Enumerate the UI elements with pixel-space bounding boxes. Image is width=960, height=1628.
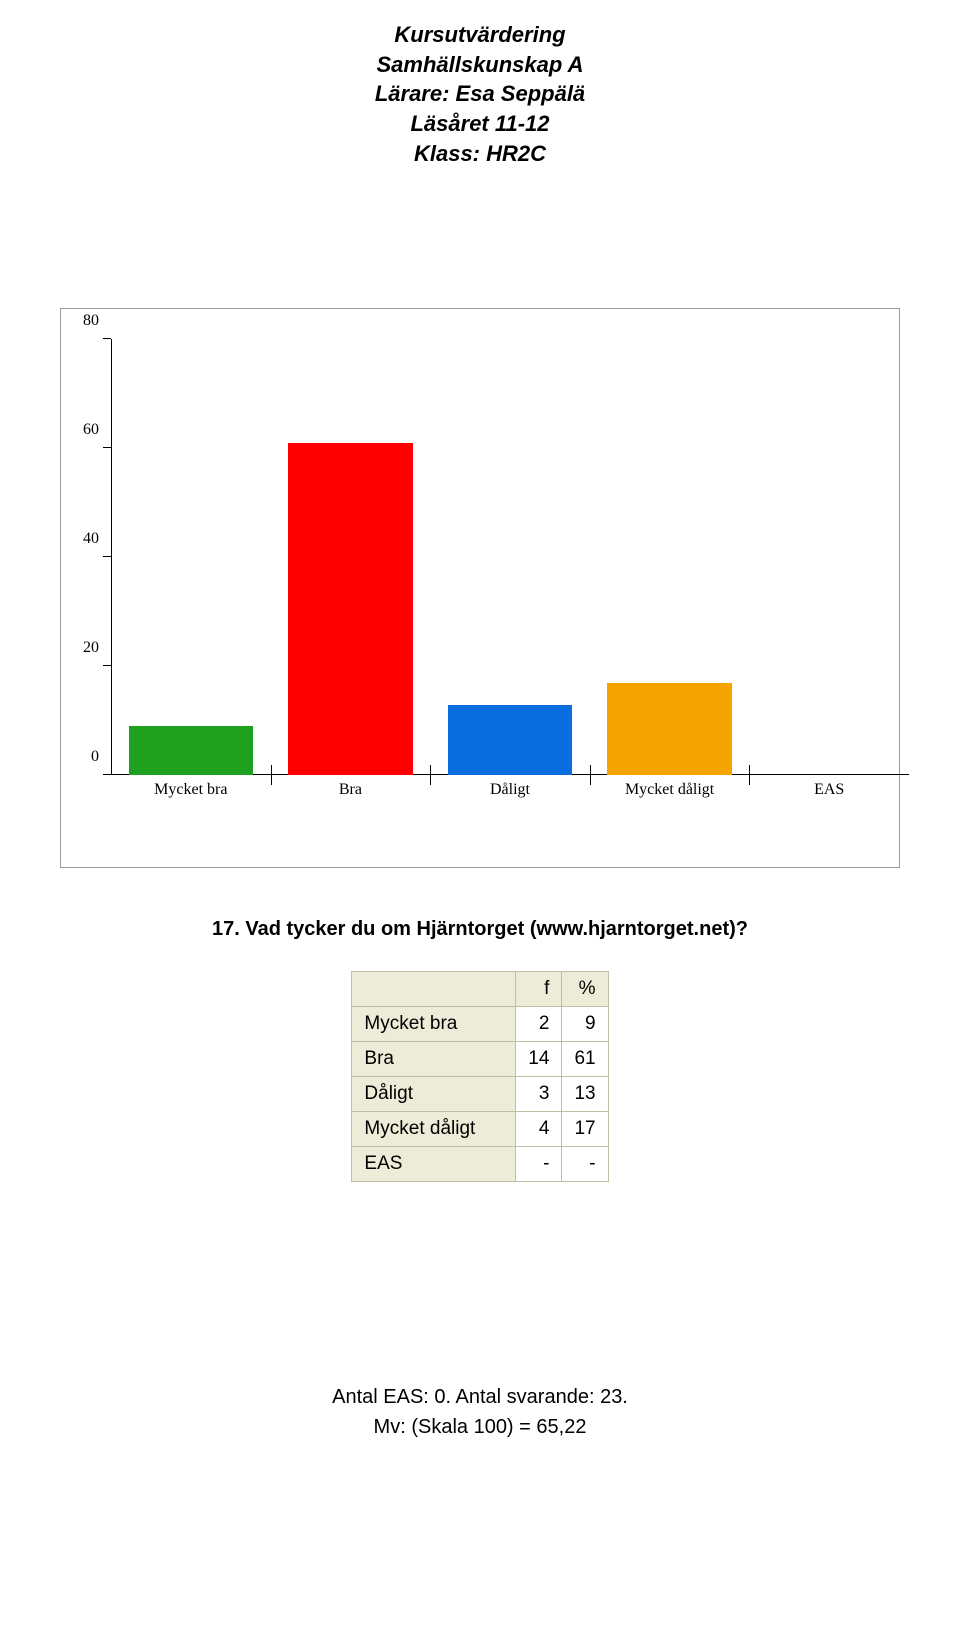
table-row-label: Mycket bra	[352, 1007, 516, 1042]
title-line-3: Lärare: Esa Seppälä	[60, 79, 900, 109]
table-cell: 4	[516, 1112, 562, 1147]
title-block: Kursutvärdering Samhällskunskap A Lärare…	[60, 20, 900, 168]
table-cell: 13	[562, 1077, 608, 1112]
bar	[607, 683, 731, 776]
y-tick	[103, 774, 111, 775]
bar	[288, 443, 412, 775]
table-cell: 17	[562, 1112, 608, 1147]
table-cell: 61	[562, 1042, 608, 1077]
y-tick-label: 0	[91, 748, 111, 766]
table-column-header: %	[562, 972, 608, 1007]
y-tick-label: 60	[83, 421, 111, 439]
title-line-1: Kursutvärdering	[60, 20, 900, 50]
table-corner	[352, 972, 516, 1007]
page: Kursutvärdering Samhällskunskap A Lärare…	[0, 0, 960, 1482]
x-divider	[430, 765, 431, 785]
table-row: EAS--	[352, 1147, 608, 1182]
data-table: f%Mycket bra29Bra1461Dåligt313Mycket dål…	[351, 971, 608, 1182]
y-tick-label: 20	[83, 639, 111, 657]
y-tick	[103, 556, 111, 557]
footer-line-1: Antal EAS: 0. Antal svarande: 23.	[60, 1382, 900, 1412]
table-row-label: EAS	[352, 1147, 516, 1182]
table-cell: 3	[516, 1077, 562, 1112]
table-column-header: f	[516, 972, 562, 1007]
x-label: Dåligt	[490, 781, 530, 799]
x-label: Mycket bra	[154, 781, 227, 799]
bar-chart: 0 20 40 60 80 Mycket bra Bra Dåligt Mycket dålig…	[60, 308, 900, 868]
title-line-2: Samhällskunskap A	[60, 50, 900, 80]
footer-line-2: Mv: (Skala 100) = 65,22	[60, 1412, 900, 1442]
table-row: Dåligt313	[352, 1077, 608, 1112]
table-cell: 9	[562, 1007, 608, 1042]
x-divider	[749, 765, 750, 785]
y-tick-label: 80	[83, 312, 111, 330]
bar	[129, 726, 253, 775]
plot-area: 020406080Mycket braBraDåligtMycket dålig…	[111, 339, 909, 799]
table-row: Mycket dåligt417	[352, 1112, 608, 1147]
x-divider	[271, 765, 272, 785]
table-cell: -	[562, 1147, 608, 1182]
table-cell: 14	[516, 1042, 562, 1077]
bar	[448, 705, 572, 776]
table-row: Bra1461	[352, 1042, 608, 1077]
bars-container	[111, 339, 909, 775]
table-row-label: Mycket dåligt	[352, 1112, 516, 1147]
y-tick	[103, 338, 111, 339]
x-label: Bra	[339, 781, 362, 799]
y-tick-label: 40	[83, 530, 111, 548]
table-cell: -	[516, 1147, 562, 1182]
table-row-label: Dåligt	[352, 1077, 516, 1112]
x-label: EAS	[814, 781, 844, 799]
table-row: Mycket bra29	[352, 1007, 608, 1042]
x-label: Mycket dåligt	[625, 781, 714, 799]
title-line-5: Klass: HR2C	[60, 139, 900, 169]
title-line-4: Läsåret 11-12	[60, 109, 900, 139]
table-row-label: Bra	[352, 1042, 516, 1077]
x-divider	[590, 765, 591, 785]
question-text: 17. Vad tycker du om Hjärntorget (www.hj…	[60, 918, 900, 941]
data-table-wrap: f%Mycket bra29Bra1461Dåligt313Mycket dål…	[60, 971, 900, 1182]
y-tick	[103, 447, 111, 448]
footer: Antal EAS: 0. Antal svarande: 23. Mv: (S…	[60, 1382, 900, 1442]
y-tick	[103, 665, 111, 666]
table-cell: 2	[516, 1007, 562, 1042]
